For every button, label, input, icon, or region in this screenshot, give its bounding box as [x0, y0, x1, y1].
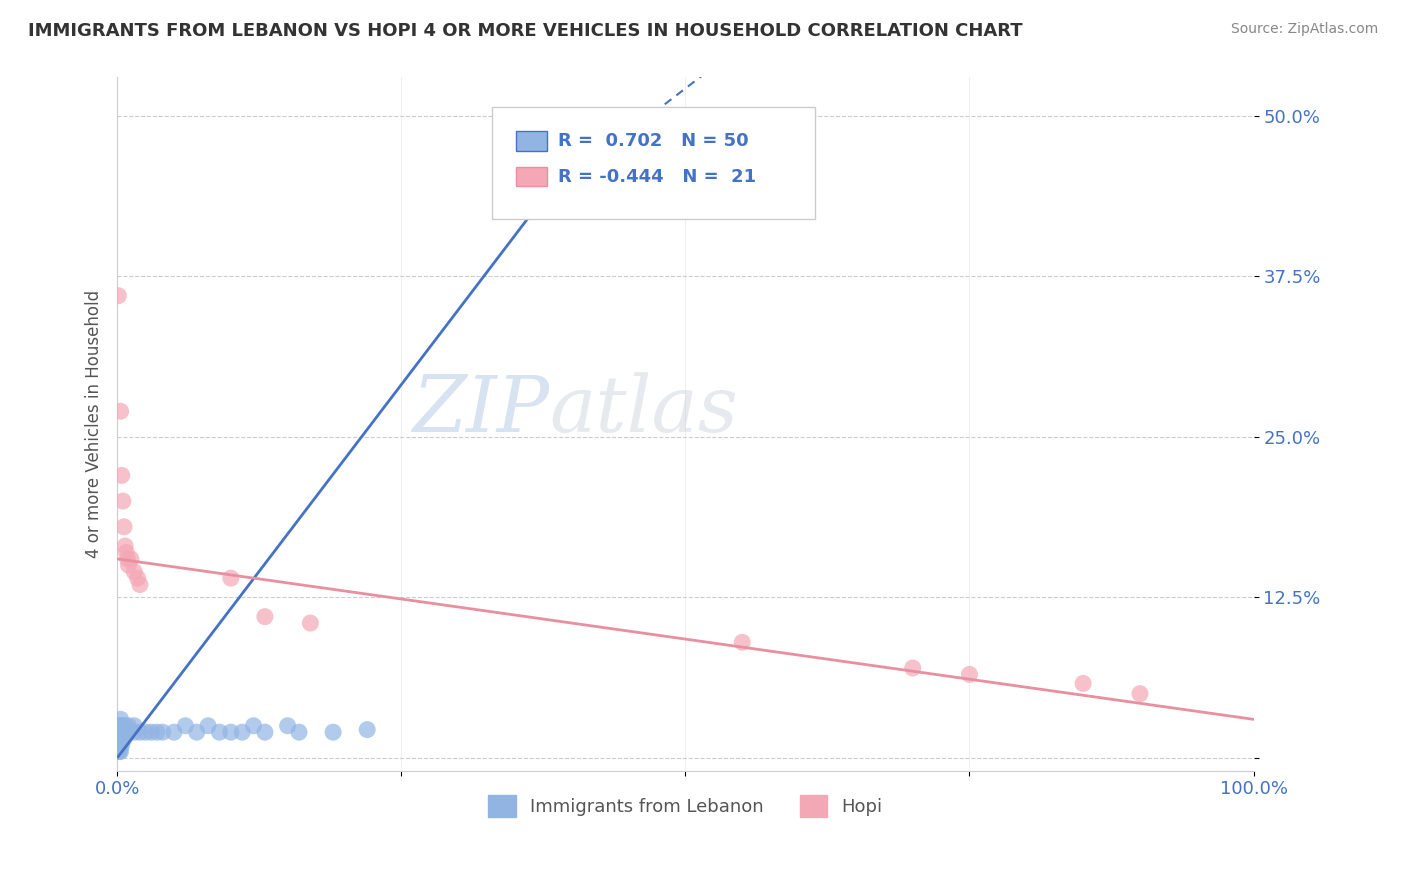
- Point: [356, 723, 378, 737]
- Point: [219, 725, 242, 739]
- Point: [108, 719, 131, 733]
- Point: [110, 738, 132, 752]
- Point: [174, 719, 197, 733]
- Point: [152, 725, 174, 739]
- Point: [135, 725, 157, 739]
- Point: [117, 725, 139, 739]
- Point: [117, 552, 139, 566]
- Point: [163, 725, 186, 739]
- Point: [111, 719, 134, 733]
- Point: [111, 731, 134, 746]
- Point: [114, 725, 136, 739]
- Point: [112, 731, 135, 746]
- Point: [253, 609, 276, 624]
- Point: [117, 719, 139, 733]
- Point: [108, 731, 131, 746]
- Point: [253, 725, 276, 739]
- Point: [141, 725, 163, 739]
- Point: [112, 725, 135, 739]
- Point: [107, 731, 129, 746]
- Point: [110, 731, 132, 746]
- Point: [114, 719, 136, 733]
- Text: ZIP: ZIP: [412, 372, 548, 449]
- Point: [108, 725, 131, 739]
- Text: IMMIGRANTS FROM LEBANON VS HOPI 4 OR MORE VEHICLES IN HOUSEHOLD CORRELATION CHAR: IMMIGRANTS FROM LEBANON VS HOPI 4 OR MOR…: [28, 22, 1022, 40]
- Point: [231, 725, 253, 739]
- Point: [112, 520, 135, 534]
- Legend: Immigrants from Lebanon, Hopi: Immigrants from Lebanon, Hopi: [481, 788, 890, 824]
- Text: R =  0.702   N = 50: R = 0.702 N = 50: [558, 132, 749, 150]
- Point: [117, 725, 139, 739]
- Point: [111, 494, 134, 508]
- Point: [108, 738, 131, 752]
- Point: [122, 565, 145, 579]
- Point: [115, 545, 138, 559]
- Point: [111, 468, 134, 483]
- Point: [186, 725, 208, 739]
- Point: [1129, 687, 1152, 701]
- Point: [242, 719, 264, 733]
- Point: [219, 571, 242, 585]
- Point: [111, 725, 134, 739]
- Point: [299, 615, 322, 630]
- Y-axis label: 4 or more Vehicles in Household: 4 or more Vehicles in Household: [86, 290, 103, 558]
- Point: [107, 288, 129, 302]
- Text: Source: ZipAtlas.com: Source: ZipAtlas.com: [1230, 22, 1378, 37]
- Point: [107, 725, 129, 739]
- Point: [110, 404, 132, 418]
- Point: [110, 712, 132, 726]
- Point: [277, 719, 299, 733]
- Point: [208, 725, 231, 739]
- Point: [122, 719, 145, 733]
- Point: [111, 738, 134, 752]
- Point: [197, 719, 219, 733]
- Point: [1071, 676, 1094, 690]
- Point: [107, 738, 129, 752]
- Point: [959, 667, 981, 681]
- Point: [115, 725, 138, 739]
- Point: [111, 719, 134, 733]
- Point: [111, 725, 134, 739]
- Point: [110, 725, 132, 739]
- Point: [122, 725, 145, 739]
- Text: R = -0.444   N =  21: R = -0.444 N = 21: [558, 168, 756, 186]
- Point: [146, 725, 169, 739]
- Point: [110, 719, 132, 733]
- Point: [731, 635, 754, 649]
- Point: [120, 552, 142, 566]
- Point: [108, 744, 131, 758]
- Point: [322, 725, 344, 739]
- Point: [107, 744, 129, 758]
- Point: [288, 725, 311, 739]
- Point: [114, 539, 136, 553]
- Point: [901, 661, 924, 675]
- Point: [127, 571, 149, 585]
- Point: [129, 577, 152, 591]
- Point: [117, 558, 139, 573]
- Point: [129, 725, 152, 739]
- Point: [110, 744, 132, 758]
- Text: atlas: atlas: [548, 372, 738, 449]
- Point: [111, 731, 134, 746]
